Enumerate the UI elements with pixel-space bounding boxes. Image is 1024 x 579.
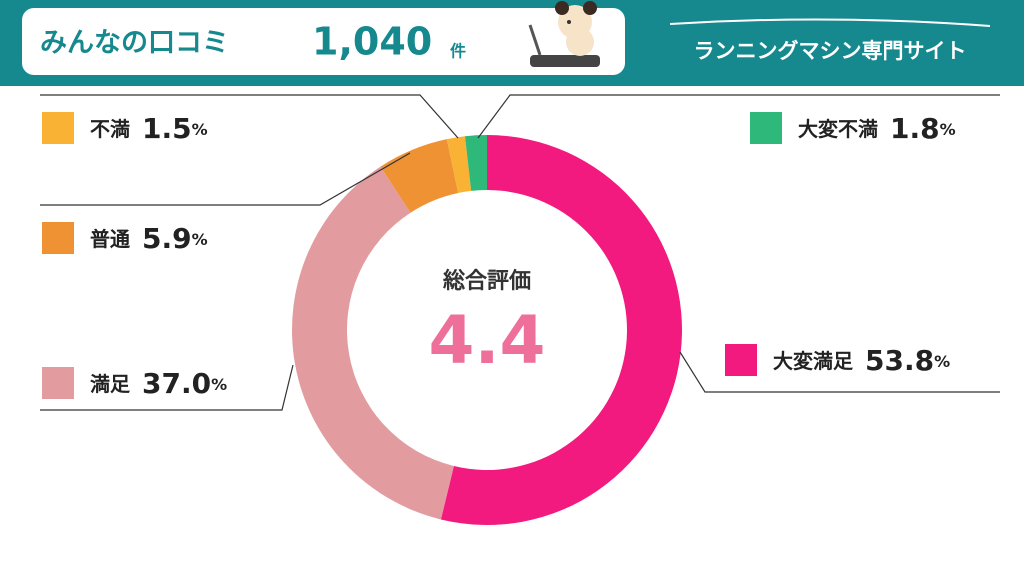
- value-label: 1.5: [142, 112, 192, 145]
- donut-slice: [446, 136, 472, 193]
- review-count-unit: 件: [450, 42, 466, 61]
- donut-slice: [380, 139, 459, 213]
- value-unit: %: [934, 352, 950, 371]
- leader-line: [40, 364, 294, 411]
- header-deco: [669, 18, 991, 27]
- legend-swatch: [42, 367, 74, 399]
- value-label: 53.8: [865, 344, 934, 377]
- legend-label: 大変不満 1.8%: [798, 112, 956, 145]
- donut-slice: [440, 135, 683, 525]
- value-unit: %: [192, 120, 208, 139]
- category-name: 普通: [90, 227, 131, 251]
- legend-label: 不満 1.5%: [90, 112, 208, 145]
- center-title: 総合評価: [442, 268, 531, 294]
- value-label: 37.0: [142, 367, 211, 400]
- leader-line: [679, 351, 1000, 393]
- value-unit: %: [940, 120, 956, 139]
- site-name: ランニングマシン専門サイト: [694, 39, 967, 63]
- donut-slice: [464, 135, 487, 191]
- donut-chart: [291, 135, 683, 525]
- legend-swatch: [725, 344, 757, 376]
- leader-line: [477, 94, 1000, 139]
- donut-slice: [291, 166, 454, 520]
- legend-label: 普通 5.9%: [90, 222, 208, 255]
- value-label: 5.9: [142, 222, 192, 255]
- center-value: 4.4: [429, 302, 546, 379]
- legend-swatch: [750, 112, 782, 144]
- category-name: 満足: [90, 372, 131, 396]
- header-box: [22, 8, 625, 75]
- legend-swatch: [42, 112, 74, 144]
- legend-label: 満足 37.0%: [90, 367, 227, 400]
- value-unit: %: [192, 230, 208, 249]
- category-name: 大変不満: [798, 117, 878, 141]
- category-name: 大変満足: [773, 349, 854, 373]
- leader-line: [40, 94, 459, 139]
- header-title: みんなの口コミ: [40, 28, 229, 59]
- legend-swatch: [42, 222, 74, 254]
- leader-line: [40, 152, 411, 206]
- review-count: 1,040: [312, 20, 432, 64]
- mascot-icon: [528, 1, 600, 67]
- value-unit: %: [211, 375, 227, 394]
- legend-label: 大変満足 53.8%: [773, 344, 950, 377]
- value-label: 1.8: [890, 112, 940, 145]
- category-name: 不満: [90, 117, 130, 141]
